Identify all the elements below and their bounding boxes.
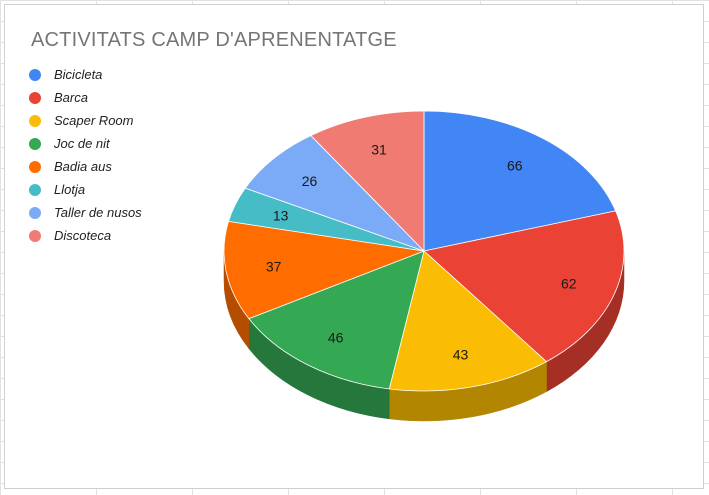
pie-slice xyxy=(423,110,616,252)
legend-swatch xyxy=(29,206,41,219)
pie-data-label: 26 xyxy=(302,173,318,189)
pie-slice xyxy=(388,250,547,392)
legend-item: Joc de nit xyxy=(29,132,142,155)
pie-data-label: 13 xyxy=(273,208,289,224)
legend-item: Bicicleta xyxy=(29,63,142,86)
legend-item: Llotja xyxy=(29,178,142,201)
pie-data-label: 43 xyxy=(453,346,469,362)
legend-item: Badia aus xyxy=(29,155,142,178)
legend-item: Barca xyxy=(29,86,142,109)
pie-data-labels: 66 62 43 46 37 13 26 31 xyxy=(266,141,577,362)
pie-data-label: 62 xyxy=(561,275,577,291)
pie-slice xyxy=(248,250,425,390)
pie-chart: 66 62 43 46 37 13 26 31 xyxy=(223,110,625,422)
legend-label: Bicicleta xyxy=(54,67,103,82)
pie-slice xyxy=(310,110,425,252)
legend-label: Discoteca xyxy=(54,228,112,243)
pie-data-label: 46 xyxy=(328,330,344,346)
pie-data-label: 66 xyxy=(507,158,523,174)
chart-card[interactable]: ACTIVITATS CAMP D'APRENENTATGE Bicicleta… xyxy=(4,4,704,489)
legend-swatch xyxy=(29,114,41,127)
legend-swatch xyxy=(29,68,41,81)
legend-label: Barca xyxy=(54,90,88,105)
pie-data-label: 31 xyxy=(371,141,387,157)
pie-tops xyxy=(223,110,625,392)
pie-slice xyxy=(423,210,625,363)
legend-label: Llotja xyxy=(54,182,86,197)
pie-slice xyxy=(223,220,425,320)
legend-swatch xyxy=(29,91,41,104)
legend-label: Joc de nit xyxy=(54,136,110,151)
legend-item: Scaper Room xyxy=(29,109,142,132)
legend-swatch xyxy=(29,229,41,242)
legend-item: Discoteca xyxy=(29,224,142,247)
chart-legend: Bicicleta Barca Scaper Room Joc de nit B… xyxy=(29,63,142,247)
legend-label: Badia aus xyxy=(54,159,112,174)
legend-swatch xyxy=(29,183,41,196)
legend-swatch xyxy=(29,160,41,173)
pie-data-label: 37 xyxy=(266,258,282,274)
legend-label: Taller de nusos xyxy=(54,205,142,220)
pie-slice xyxy=(244,135,425,252)
legend-label: Scaper Room xyxy=(54,113,134,128)
legend-item: Taller de nusos xyxy=(29,201,142,224)
chart-title: ACTIVITATS CAMP D'APRENENTATGE xyxy=(31,29,397,51)
legend-swatch xyxy=(29,137,41,150)
